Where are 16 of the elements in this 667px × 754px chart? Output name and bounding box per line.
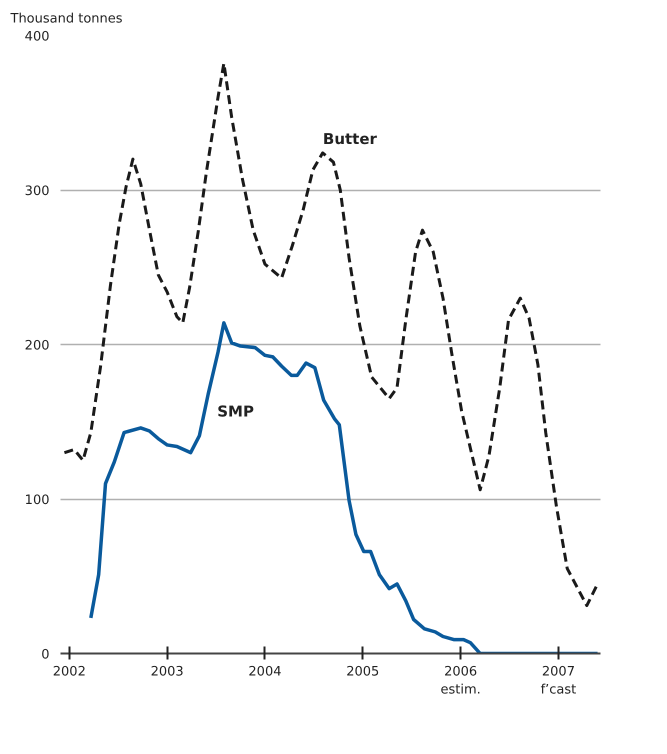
y-axis-title: Thousand tonnes: [10, 12, 123, 26]
line-series: [89, 321, 600, 654]
y-tick-label: 100: [24, 493, 50, 508]
x-tick-label: 2002: [52, 664, 86, 680]
x-tick-label: 2006 estim.: [440, 664, 481, 698]
x-tick-label: 2003: [150, 664, 184, 680]
y-tick-label: 200: [24, 338, 50, 354]
x-tick-label: 2004: [248, 664, 282, 680]
series-label: SMP: [217, 402, 254, 420]
x-tick-label: 2007 f’cast: [540, 664, 576, 698]
y-tick-label: 0: [41, 648, 50, 662]
line-series: [62, 62, 600, 608]
x-tick-label: 2005: [346, 664, 380, 680]
y-tick-label: 400: [24, 30, 50, 44]
y-tick-label: 300: [24, 184, 50, 199]
series-label: Butter: [322, 130, 378, 148]
